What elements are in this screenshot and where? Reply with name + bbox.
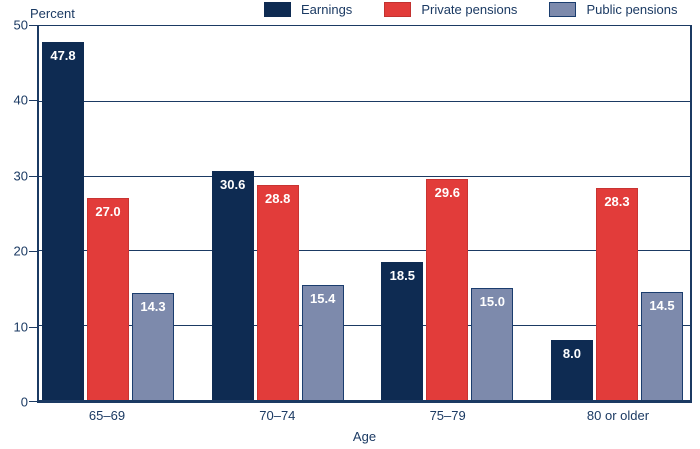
x-axis-tick-labels: 65–69 70–74 75–79 80 or older <box>37 408 692 423</box>
y-tick-label: 30 <box>13 168 28 184</box>
bar-value-label: 14.5 <box>649 297 675 313</box>
bar-value-label: 28.8 <box>265 190 291 206</box>
earnings-swatch <box>264 2 291 17</box>
y-tick-mark <box>29 176 37 177</box>
bar-groups: 47.8 27.0 14.3 30.6 28.8 <box>39 26 690 400</box>
bar-value-label: 14.3 <box>140 299 166 315</box>
bar-public-pensions-75-79: 15.0 <box>471 287 514 400</box>
bar-public-pensions-65-69: 14.3 <box>132 293 174 400</box>
y-axis-title: Percent <box>30 6 75 21</box>
x-tick-label: 80 or older <box>586 408 650 423</box>
x-tick-label: 65–69 <box>88 408 126 423</box>
plot-region: 50 40 30 20 10 0 47.8 27.0 <box>0 18 700 410</box>
y-tick-label: 10 <box>13 319 28 335</box>
x-tick-label: 70–74 <box>259 408 296 423</box>
bar-value-label: 47.8 <box>50 48 76 64</box>
legend-label: Public pensions <box>586 2 678 17</box>
bar-earnings-65-69: 47.8 <box>42 42 84 400</box>
bar-value-label: 18.5 <box>389 267 415 283</box>
x-tick-label: 75–79 <box>429 408 466 423</box>
bar-private-pensions-65-69: 27.0 <box>87 198 129 400</box>
gridline-10 <box>39 325 690 327</box>
bar-value-label: 15.0 <box>479 293 505 309</box>
bar-private-pensions-80-or-older: 28.3 <box>595 188 638 400</box>
bar-value-label: 29.6 <box>434 184 460 200</box>
gridline-30 <box>39 175 690 177</box>
bar-value-label: 30.6 <box>220 177 246 193</box>
bar-group-80-or-older: 8.0 28.3 14.5 <box>550 26 683 400</box>
x-axis-title: Age <box>352 429 377 444</box>
legend-item-public-pensions: Public pensions <box>549 2 678 17</box>
y-tick-mark <box>29 327 37 328</box>
bar-earnings-70-74: 30.6 <box>211 171 254 400</box>
chart-header: Percent Earnings Private pensions Public… <box>0 0 700 24</box>
y-tick-label: 20 <box>13 243 28 259</box>
legend-item-earnings: Earnings <box>264 2 352 17</box>
bar-value-label: 8.0 <box>562 346 581 362</box>
public-pensions-swatch <box>549 2 577 17</box>
bar-group-70-74: 30.6 28.8 15.4 <box>211 26 344 400</box>
y-tick-label: 40 <box>13 92 28 108</box>
bar-group-65-69: 47.8 27.0 14.3 <box>42 26 174 400</box>
bar-public-pensions-70-74: 15.4 <box>301 284 344 400</box>
bar-value-label: 15.4 <box>310 290 336 306</box>
y-tick-label: 0 <box>20 394 28 410</box>
bar-earnings-75-79: 18.5 <box>381 261 424 400</box>
bar-group-75-79: 18.5 29.6 15.0 <box>381 26 514 400</box>
bar-value-label: 28.3 <box>604 194 630 210</box>
gridline-20 <box>39 250 690 252</box>
y-tick-mark <box>29 251 37 252</box>
bar-private-pensions-70-74: 28.8 <box>256 184 299 400</box>
gridline-40 <box>39 100 690 102</box>
legend-item-private-pensions: Private pensions <box>384 2 517 17</box>
bar-private-pensions-75-79: 29.6 <box>426 178 469 400</box>
legend-label: Private pensions <box>421 2 518 17</box>
private-pensions-swatch <box>384 2 412 17</box>
y-tick-mark <box>29 401 37 402</box>
bar-earnings-80-or-older: 8.0 <box>550 340 593 400</box>
y-tick-mark <box>29 25 37 26</box>
plot-area: 47.8 27.0 14.3 30.6 28.8 <box>37 25 692 403</box>
y-tick-mark <box>29 100 37 101</box>
bar-value-label: 27.0 <box>95 204 121 220</box>
y-tick-label: 50 <box>13 17 28 33</box>
legend-label: Earnings <box>301 2 353 17</box>
legend: Earnings Private pensions Public pension… <box>264 2 678 17</box>
bar-public-pensions-80-or-older: 14.5 <box>640 291 683 400</box>
